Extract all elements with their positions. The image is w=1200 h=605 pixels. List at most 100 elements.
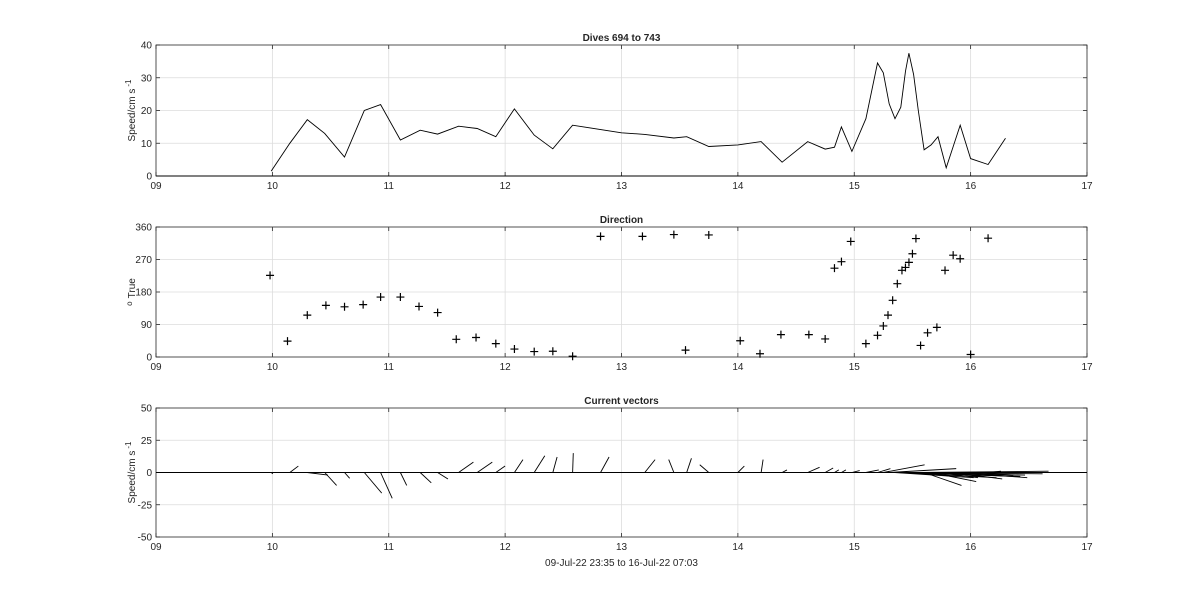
x-tick-label: 15 bbox=[849, 542, 861, 553]
current-vectors-axes: 09 10 11 12 13 14 15 16 17 -50 -25 0 25 50 Current vec… bbox=[124, 396, 1093, 569]
direction-point bbox=[873, 331, 882, 340]
x-tick-label: 10 bbox=[267, 542, 279, 553]
direction-point bbox=[704, 230, 713, 239]
x-tick-label: 13 bbox=[616, 362, 628, 373]
direction-point bbox=[893, 279, 902, 288]
current-vector bbox=[883, 464, 925, 473]
direction-point bbox=[911, 234, 920, 243]
direction-point bbox=[804, 330, 813, 339]
current-vector bbox=[270, 472, 274, 475]
y-axis-label: Speed/cm s-1 bbox=[124, 79, 138, 141]
direction-point bbox=[340, 302, 349, 311]
x-tick-label: 10 bbox=[267, 362, 279, 373]
x-tick-label: 09 bbox=[150, 181, 162, 192]
direction-point bbox=[879, 321, 888, 330]
y-tick-label: 90 bbox=[141, 320, 153, 331]
current-vector bbox=[533, 455, 546, 473]
x-axis-label: 09-Jul-22 23:35 to 16-Jul-22 07:03 bbox=[545, 558, 698, 569]
x-tick-label: 13 bbox=[616, 542, 628, 553]
current-vector bbox=[289, 465, 299, 473]
direction-point bbox=[452, 335, 461, 344]
current-vector bbox=[760, 459, 764, 473]
direction-point bbox=[376, 293, 385, 302]
direction-point bbox=[883, 311, 892, 320]
current-vector bbox=[889, 468, 957, 473]
x-tick-label: 17 bbox=[1081, 542, 1093, 553]
x-tick-label: 17 bbox=[1081, 181, 1093, 192]
current-vector bbox=[953, 472, 1003, 480]
direction-point bbox=[846, 237, 855, 246]
direction-point bbox=[266, 271, 275, 280]
direction-point bbox=[736, 336, 745, 345]
x-tick-label: 15 bbox=[849, 362, 861, 373]
direction-point bbox=[681, 346, 690, 355]
direction-point bbox=[966, 350, 975, 359]
current-vector bbox=[380, 472, 393, 499]
current-vector bbox=[699, 464, 710, 473]
current-vector bbox=[307, 472, 328, 476]
direction-axes: 09 10 11 12 13 14 15 16 17 0 90 180 270 360 Direction o… bbox=[125, 215, 1093, 373]
direction-point bbox=[916, 341, 925, 350]
current-vector bbox=[923, 472, 962, 486]
y-axis-label: oTrue bbox=[125, 278, 138, 306]
y-tick-label: 40 bbox=[141, 41, 153, 52]
direction-point bbox=[904, 258, 913, 267]
y-tick-label: 270 bbox=[135, 255, 152, 266]
x-tick-label: 09 bbox=[150, 542, 162, 553]
x-tick-label: 14 bbox=[732, 542, 744, 553]
current-vector bbox=[686, 458, 692, 473]
current-vector bbox=[841, 469, 847, 473]
speed-series-line bbox=[270, 53, 1006, 172]
x-tick-label: 14 bbox=[732, 362, 744, 373]
speed-axes: 09 10 11 12 13 14 15 16 17 0 10 20 30 40 Dives 694 to … bbox=[124, 33, 1093, 192]
current-vector bbox=[877, 468, 891, 473]
current-vector bbox=[600, 456, 610, 473]
current-vector bbox=[918, 470, 1049, 473]
direction-point bbox=[396, 293, 405, 302]
direction-point bbox=[530, 347, 539, 356]
current-vector bbox=[419, 472, 432, 484]
direction-point bbox=[415, 302, 424, 311]
current-vector bbox=[363, 472, 383, 494]
current-vector bbox=[988, 470, 1002, 473]
direction-point bbox=[956, 254, 965, 263]
current-vector bbox=[946, 472, 980, 477]
y-tick-label: 180 bbox=[135, 288, 152, 299]
y-tick-label: 25 bbox=[141, 436, 153, 447]
y-tick-label: 0 bbox=[146, 172, 152, 183]
current-vector bbox=[865, 469, 879, 473]
current-vector bbox=[552, 456, 558, 473]
direction-point bbox=[303, 311, 312, 320]
x-tick-label: 12 bbox=[500, 362, 512, 373]
current-vector bbox=[458, 461, 474, 473]
current-vector bbox=[970, 472, 1014, 476]
current-vector bbox=[930, 472, 977, 482]
direction-point bbox=[596, 232, 605, 241]
direction-point bbox=[755, 349, 764, 358]
current-vector bbox=[437, 472, 449, 480]
y-tick-label: 30 bbox=[141, 73, 153, 84]
y-tick-label: 0 bbox=[146, 353, 152, 364]
x-tick-label: 15 bbox=[849, 181, 861, 192]
axes-title: Current vectors bbox=[584, 396, 659, 407]
direction-point bbox=[568, 352, 577, 361]
direction-point bbox=[821, 334, 830, 343]
direction-point bbox=[433, 308, 442, 317]
direction-point bbox=[472, 333, 481, 342]
y-tick-label: 50 bbox=[141, 404, 153, 415]
x-tick-label: 11 bbox=[384, 181, 395, 192]
current-vector bbox=[514, 459, 524, 473]
direction-point bbox=[888, 296, 897, 305]
x-tick-label: 17 bbox=[1081, 362, 1093, 373]
direction-point bbox=[923, 328, 932, 337]
direction-point bbox=[908, 249, 917, 258]
x-tick-label: 16 bbox=[965, 181, 977, 192]
direction-point bbox=[837, 257, 846, 266]
direction-point bbox=[548, 347, 557, 356]
direction-point bbox=[949, 251, 958, 260]
current-vector bbox=[851, 470, 860, 473]
y-axis-label: Speed/cm s-1 bbox=[124, 441, 138, 503]
current-vector bbox=[937, 472, 979, 479]
current-vector bbox=[572, 453, 574, 473]
